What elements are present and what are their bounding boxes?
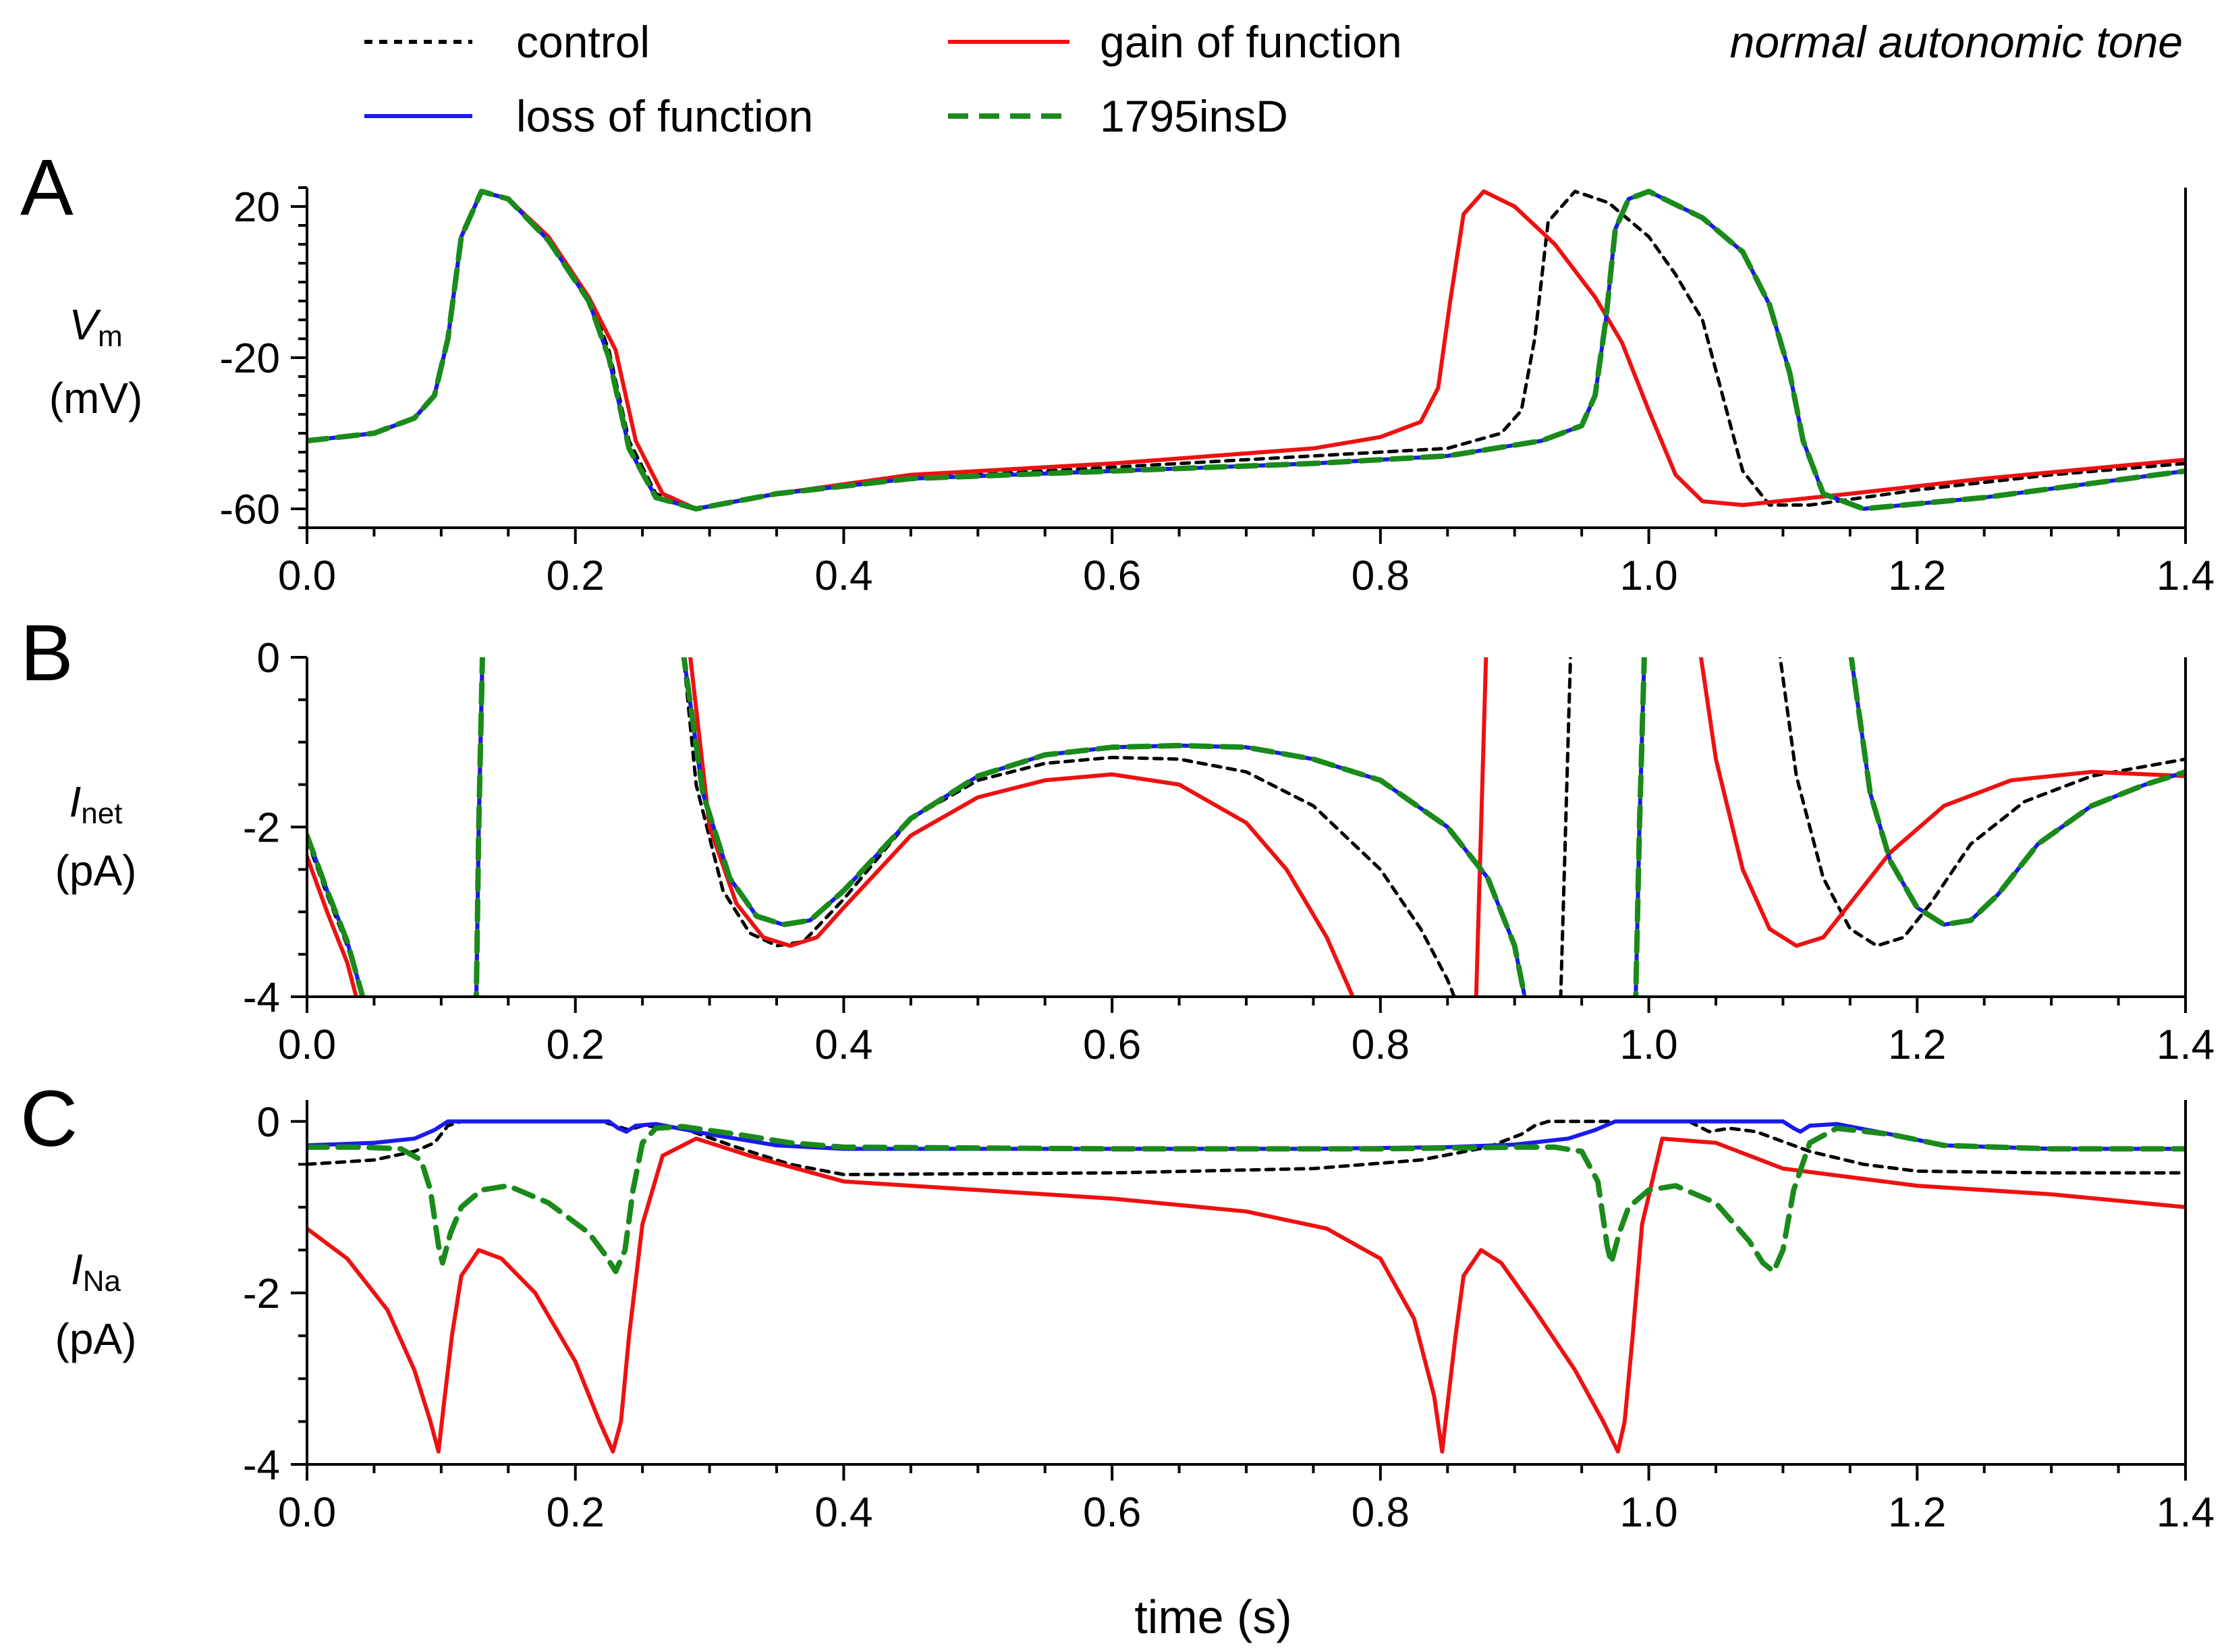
series-control-a bbox=[307, 190, 2186, 511]
panel-letter-c: C bbox=[20, 1074, 78, 1163]
x-tick-label: 1.4 bbox=[2157, 1022, 2215, 1068]
x-tick-label: 0.2 bbox=[547, 553, 605, 599]
x-tick-label: 1.4 bbox=[2157, 553, 2215, 599]
series-insD-b-seg0 bbox=[307, 833, 366, 997]
panel-letter-a: A bbox=[20, 143, 74, 232]
panel-letter-b: B bbox=[20, 609, 74, 698]
x-tick-label: 0.6 bbox=[1083, 553, 1141, 599]
legend-label-insD: 1795insD bbox=[1100, 91, 1288, 141]
ylabel-b-unit: (pA) bbox=[55, 846, 137, 895]
series-control-c bbox=[307, 1120, 2186, 1176]
x-tick-label: 0.4 bbox=[814, 553, 872, 599]
x-tick-label: 0.0 bbox=[278, 1022, 336, 1068]
x-tick-label: 1.0 bbox=[1619, 553, 1677, 599]
x-tick-label: 0.4 bbox=[814, 1489, 872, 1536]
x-tick-label: 1.2 bbox=[1888, 1489, 1946, 1536]
ylabel-b: Inet bbox=[69, 777, 123, 830]
series-insD-b-seg1 bbox=[473, 657, 485, 997]
y-tick-label: -2 bbox=[243, 805, 280, 852]
y-tick-label: -2 bbox=[243, 1271, 280, 1317]
x-tick-label: 0.6 bbox=[1083, 1022, 1141, 1068]
x-tick-label: 1.2 bbox=[1888, 553, 1946, 599]
x-tick-label: 0.4 bbox=[814, 1022, 872, 1068]
axes-frame-c bbox=[306, 1100, 2187, 1466]
series-insD-a bbox=[307, 188, 2186, 512]
series-insD-b-seg3 bbox=[1633, 657, 1647, 997]
ylabel-c: INa bbox=[71, 1245, 121, 1298]
x-tick-label: 1.0 bbox=[1619, 1022, 1677, 1068]
y-tick-label: 0 bbox=[257, 1099, 280, 1146]
series-gain-b-seg4 bbox=[1698, 657, 2186, 948]
series-control-b-seg4 bbox=[1778, 657, 2186, 947]
x-tick-label: 0.2 bbox=[547, 1022, 605, 1068]
y-tick-label: -4 bbox=[243, 1442, 280, 1489]
series-gain-c bbox=[307, 1136, 2186, 1454]
y-tick-label: -60 bbox=[219, 487, 280, 533]
ylabel-c-unit: (pA) bbox=[55, 1315, 137, 1363]
x-tick-label: 0.8 bbox=[1352, 1022, 1410, 1068]
legend-label-control: control bbox=[516, 17, 650, 67]
x-tick-label: 1.4 bbox=[2157, 1489, 2215, 1536]
series-control-b-seg2 bbox=[681, 657, 1456, 997]
x-tick-label: 0.8 bbox=[1352, 1489, 1410, 1536]
axes-frame-b bbox=[306, 657, 2187, 998]
panel-c-sodium-current: 0.0 0.2 0.4 0.6 0.8 1.0 1.2 1.4 0 -2 -4 bbox=[243, 1099, 2215, 1536]
series-gain-b-seg2 bbox=[688, 657, 1356, 997]
y-tick-label: -20 bbox=[219, 335, 280, 382]
x-tick-label: 0.0 bbox=[278, 553, 336, 599]
series-insD-b-seg2 bbox=[681, 657, 1528, 997]
series-insD-c bbox=[307, 1124, 2186, 1275]
x-axis-title: time (s) bbox=[1134, 1591, 1291, 1643]
x-tick-label: 0.8 bbox=[1352, 553, 1410, 599]
ylabel-a: Vm bbox=[69, 300, 122, 353]
x-tick-label: 0.6 bbox=[1083, 1489, 1141, 1536]
series-gain-b-seg3 bbox=[1474, 657, 1488, 997]
legend-label-loss: loss of function bbox=[516, 91, 813, 141]
panel-a-membrane-potential: 0.0 0.2 0.4 0.6 0.8 1.0 1.2 1.4 20 -20 -60 bbox=[219, 184, 2215, 599]
series-insD-b-seg4 bbox=[1848, 657, 2186, 928]
y-tick-label: 20 bbox=[233, 184, 280, 231]
y-tick-label: 0 bbox=[257, 635, 280, 682]
condition-note: normal autonomic tone bbox=[1730, 17, 2183, 67]
x-tick-label: 1.0 bbox=[1619, 1489, 1677, 1536]
series-gain-b-seg0 bbox=[307, 854, 358, 997]
series-loss-b-seg2 bbox=[681, 657, 1527, 997]
legend: control gain of function loss of functio… bbox=[364, 17, 1402, 141]
x-tick-label: 0.2 bbox=[547, 1489, 605, 1536]
y-tick-label: -4 bbox=[243, 974, 280, 1021]
axes-frame-a bbox=[306, 188, 2187, 529]
legend-label-gain: gain of function bbox=[1100, 17, 1402, 67]
x-tick-label: 0.0 bbox=[278, 1489, 336, 1536]
series-control-b-seg3 bbox=[1559, 657, 1572, 997]
panel-b-net-current: 0.0 0.2 0.4 0.6 0.8 1.0 1.2 1.4 0 -2 -4 bbox=[243, 635, 2215, 1068]
ylabel-a-unit: (mV) bbox=[49, 374, 143, 422]
x-tick-label: 1.2 bbox=[1888, 1022, 1946, 1068]
